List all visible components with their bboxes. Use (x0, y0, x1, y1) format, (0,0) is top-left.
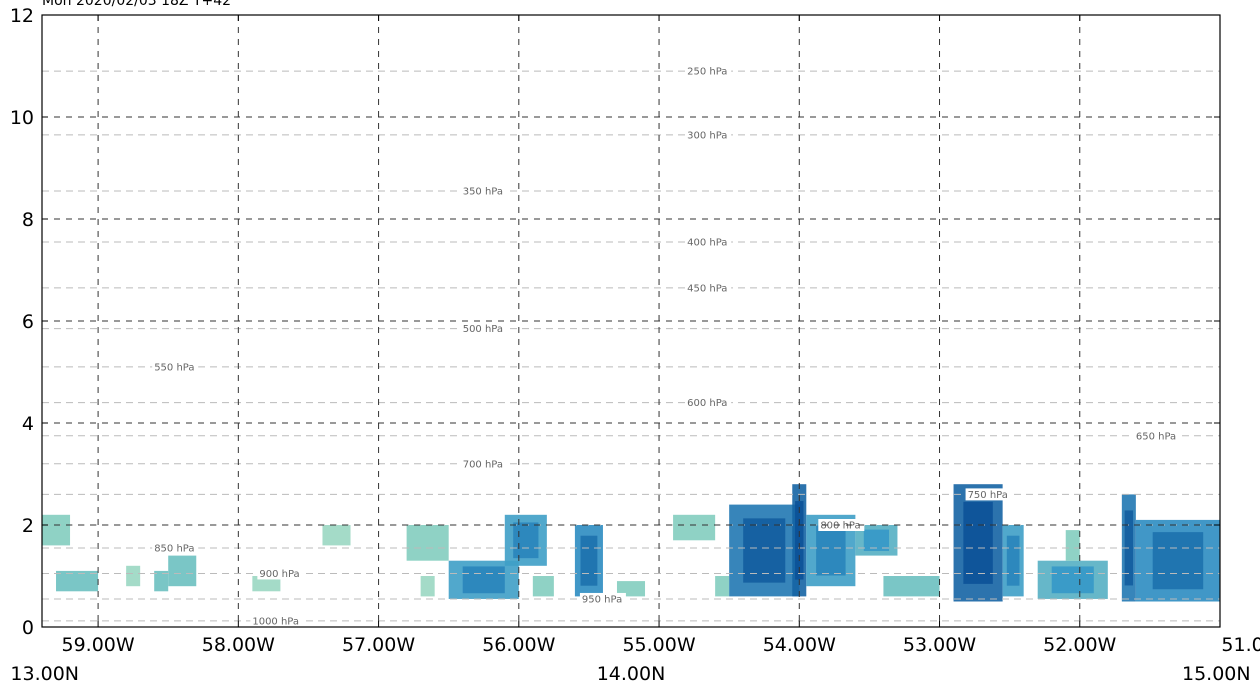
pressure-label: 700 hPa (463, 459, 503, 470)
pressure-label-bg (1133, 429, 1180, 442)
cloud-cell (126, 565, 141, 587)
y-tick-label: 8 (22, 209, 34, 231)
y-tick-label: 12 (10, 5, 34, 27)
y-tick-label: 2 (22, 515, 34, 537)
pressure-label: 650 hPa (1136, 431, 1176, 442)
pressure-label: 900 hPa (259, 569, 299, 580)
cloud-cell (673, 514, 716, 541)
cloud-cell (154, 570, 169, 592)
pressure-label: 750 hPa (968, 490, 1008, 501)
cloud-cell (42, 514, 71, 546)
cloud-cell (1065, 530, 1080, 561)
x-tick-label: 59.00W (62, 634, 135, 656)
y-tick-label: 4 (22, 413, 34, 435)
lat-label: 14.00N (597, 663, 666, 685)
pressure-label: 350 hPa (463, 186, 503, 197)
pressure-label: 400 hPa (687, 237, 727, 248)
pressure-label-bg (152, 541, 199, 554)
cloud-cell-core (963, 501, 993, 584)
cloud-cell-core (1051, 566, 1094, 594)
pressure-label-bg (152, 360, 199, 373)
pressure-label-bg (579, 592, 626, 605)
x-tick-label: 57.00W (342, 634, 415, 656)
cloud-cell (406, 525, 449, 561)
x-tick-label: 53.00W (903, 634, 976, 656)
pressure-label: 1000 hPa (252, 616, 299, 627)
pressure-label: 800 hPa (820, 521, 860, 532)
cloud-cell-core (743, 518, 786, 583)
pressure-label-bg (685, 128, 732, 141)
cloud-cell-core (795, 501, 804, 580)
pressure-label: 950 hPa (582, 594, 622, 605)
pressure-label-bg (685, 396, 732, 409)
y-tick-label: 10 (10, 107, 34, 129)
cloud-cell (616, 581, 646, 597)
cloud-cell (883, 576, 940, 597)
pressure-label: 250 hPa (687, 67, 727, 78)
cloud-cell (252, 576, 281, 592)
pressure-label-bg (965, 488, 1012, 501)
pressure-label-bg (685, 235, 732, 248)
y-tick-label: 6 (22, 311, 34, 333)
cloud-cell-core (580, 535, 598, 586)
cloud-cell (168, 555, 197, 587)
cloud-cell-core (816, 525, 846, 576)
cloud-cell-core (462, 566, 505, 594)
pressure-label: 600 hPa (687, 398, 727, 409)
pressure-label-bg (818, 519, 865, 531)
x-tick-label: 55.00W (622, 634, 695, 656)
cloud-cell-core (863, 529, 890, 552)
pressure-label-bg (685, 281, 732, 294)
pressure-label-bg (685, 65, 732, 78)
cloud-cell-core (1006, 535, 1020, 586)
cloud-cell (715, 576, 730, 597)
pressure-label-bg (460, 457, 507, 470)
cloud-cell (322, 525, 351, 546)
x-tick-label: 56.00W (482, 634, 555, 656)
pressure-label: 850 hPa (154, 543, 194, 554)
y-tick-label: 0 (22, 617, 34, 639)
pressure-label: 450 hPa (687, 283, 727, 294)
pressure-label: 550 hPa (154, 362, 194, 373)
x-tick-label: 58.00W (202, 634, 275, 656)
lat-label: 13.00N (10, 663, 79, 685)
x-tick-label: 54.00W (763, 634, 836, 656)
pressure-label: 300 hPa (687, 130, 727, 141)
chart-title: Mon 2020/02/03 18Z T+42 (42, 0, 232, 9)
cloud-cell-core (1152, 532, 1204, 590)
x-tick-label: 51.00W (1221, 634, 1260, 656)
cloud-cell (420, 576, 435, 597)
x-tick-label: 52.00W (1043, 634, 1116, 656)
cloud-cell (56, 570, 99, 592)
pressure-label-bg (257, 567, 304, 580)
cloud-cell-core (513, 522, 539, 559)
pressure-label: 500 hPa (463, 324, 503, 335)
lat-label: 15.00N (1182, 663, 1251, 685)
pressure-label-bg (460, 322, 507, 335)
cloud-cell (532, 576, 554, 597)
pressure-label-bg (460, 184, 507, 197)
pressure-label-bg (250, 614, 303, 627)
